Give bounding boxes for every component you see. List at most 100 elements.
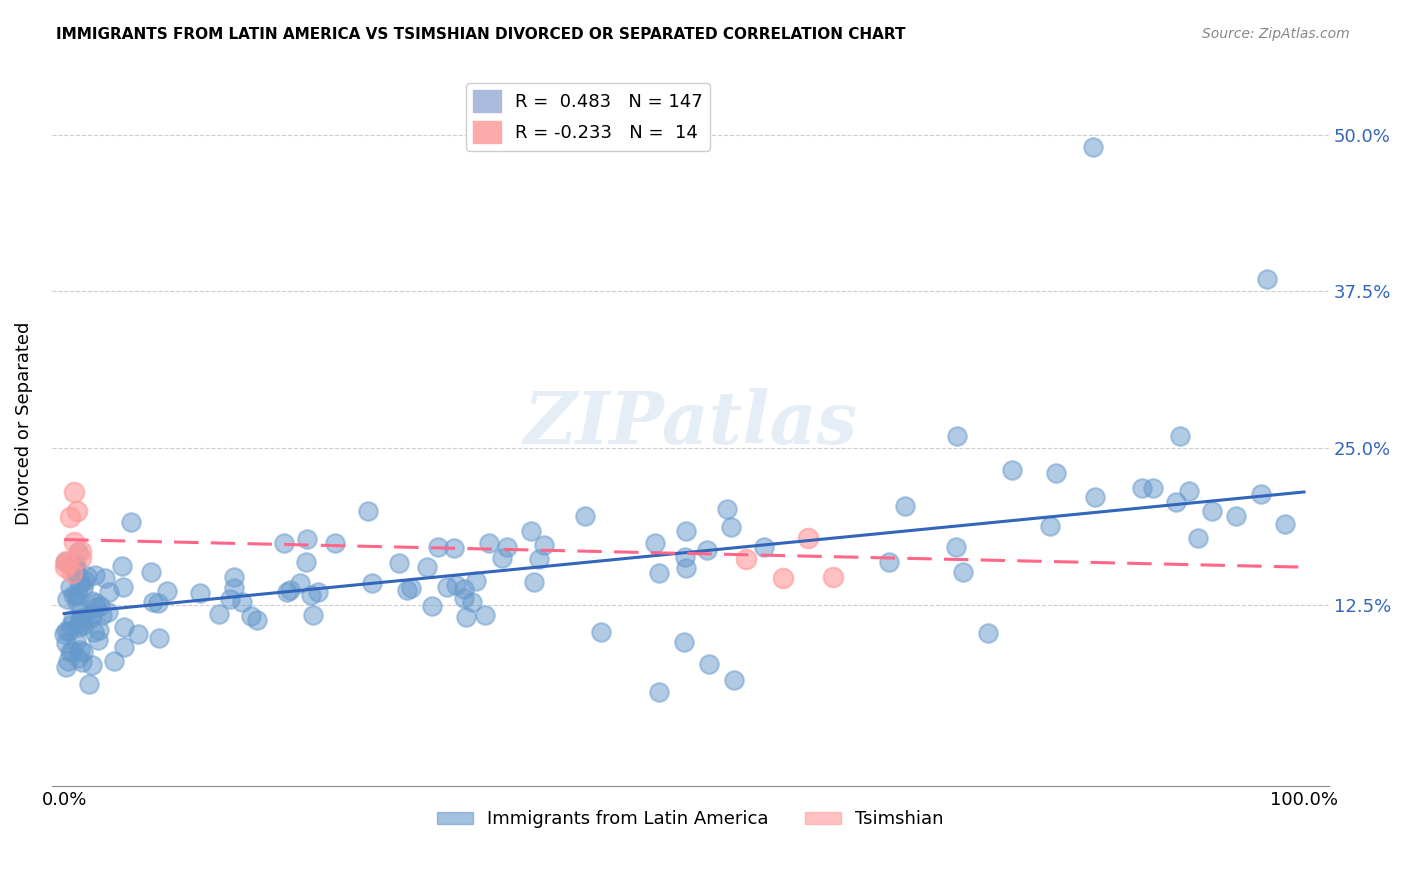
- Point: [65, 588, 87, 602]
- Point: [55, 624, 77, 638]
- Point: [59, 618, 82, 632]
- Point: [946, 428, 969, 442]
- Point: [276, 585, 298, 599]
- Point: [62, 588, 84, 602]
- Point: [1178, 484, 1201, 499]
- Point: [219, 592, 242, 607]
- Point: [67, 575, 90, 590]
- Point: [80, 607, 103, 621]
- Point: [97, 605, 120, 619]
- Point: [55, 554, 77, 568]
- Point: [945, 540, 967, 554]
- Point: [1084, 490, 1107, 504]
- Point: [62, 535, 84, 549]
- Point: [84, 600, 107, 615]
- Point: [82, 594, 104, 608]
- Legend: Immigrants from Latin America, Tsimshian: Immigrants from Latin America, Tsimshian: [429, 803, 950, 836]
- Point: [148, 596, 170, 610]
- Point: [66, 588, 89, 602]
- Point: [87, 623, 110, 637]
- Point: [673, 549, 696, 564]
- Point: [478, 536, 501, 550]
- Point: [62, 612, 84, 626]
- Point: [139, 565, 162, 579]
- Point: [63, 485, 86, 500]
- Point: [60, 566, 83, 581]
- Point: [496, 540, 519, 554]
- Point: [893, 499, 915, 513]
- Point: [98, 584, 121, 599]
- Point: [56, 557, 79, 571]
- Point: [82, 610, 104, 624]
- Point: [533, 538, 555, 552]
- Point: [436, 580, 458, 594]
- Point: [112, 620, 135, 634]
- Point: [72, 645, 94, 659]
- Point: [120, 515, 142, 529]
- Point: [821, 570, 844, 584]
- Point: [75, 574, 97, 588]
- Y-axis label: Divorced or Separated: Divorced or Separated: [15, 321, 32, 524]
- Point: [80, 657, 103, 672]
- Point: [301, 588, 323, 602]
- Point: [188, 586, 211, 600]
- Point: [77, 677, 100, 691]
- Point: [399, 582, 422, 596]
- Point: [72, 611, 94, 625]
- Point: [675, 561, 697, 575]
- Point: [1166, 494, 1188, 508]
- Point: [388, 556, 411, 570]
- Point: [302, 608, 325, 623]
- Point: [648, 685, 671, 699]
- Point: [90, 608, 112, 623]
- Point: [83, 625, 105, 640]
- Point: [208, 607, 231, 621]
- Point: [67, 620, 90, 634]
- Text: ZIPatlas: ZIPatlas: [523, 387, 858, 458]
- Point: [93, 572, 115, 586]
- Point: [148, 631, 170, 645]
- Point: [66, 651, 89, 665]
- Point: [56, 653, 79, 667]
- Point: [1039, 519, 1062, 533]
- Point: [453, 582, 475, 596]
- Point: [280, 582, 302, 597]
- Point: [73, 618, 96, 632]
- Point: [1256, 272, 1278, 286]
- Point: [723, 673, 745, 687]
- Point: [273, 536, 295, 550]
- Point: [59, 580, 82, 594]
- Point: [1045, 466, 1067, 480]
- Point: [224, 570, 246, 584]
- Point: [1225, 509, 1247, 524]
- Point: [1187, 531, 1209, 545]
- Point: [55, 591, 77, 606]
- Point: [58, 510, 80, 524]
- Point: [53, 560, 76, 574]
- Point: [574, 508, 596, 523]
- Point: [70, 612, 93, 626]
- Point: [1201, 504, 1223, 518]
- Point: [66, 565, 89, 579]
- Point: [70, 575, 93, 590]
- Point: [84, 596, 107, 610]
- Point: [110, 559, 132, 574]
- Point: [591, 625, 613, 640]
- Point: [1168, 428, 1191, 442]
- Point: [239, 609, 262, 624]
- Point: [60, 558, 83, 572]
- Point: [416, 559, 439, 574]
- Point: [444, 578, 467, 592]
- Point: [103, 654, 125, 668]
- Point: [647, 566, 669, 581]
- Point: [66, 504, 89, 518]
- Point: [1274, 516, 1296, 531]
- Point: [53, 556, 76, 570]
- Point: [360, 575, 382, 590]
- Point: [55, 636, 77, 650]
- Point: [69, 643, 91, 657]
- Point: [420, 599, 443, 613]
- Point: [60, 643, 83, 657]
- Point: [76, 568, 98, 582]
- Point: [142, 595, 165, 609]
